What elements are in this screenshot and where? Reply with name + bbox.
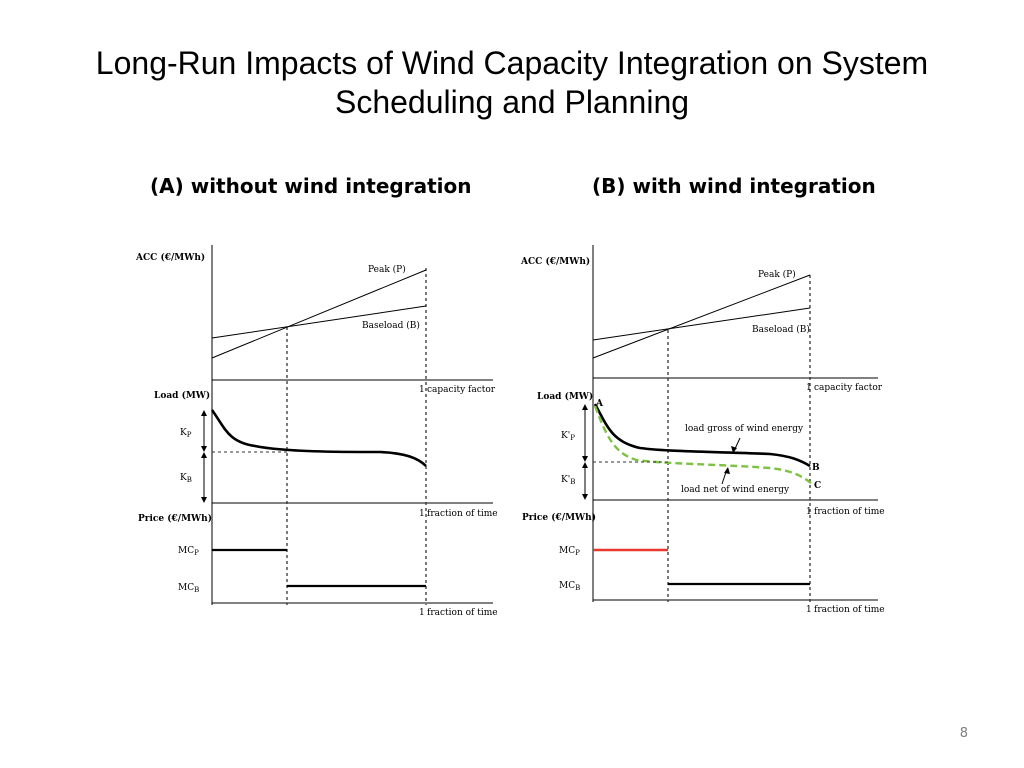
peak-cost-line	[592, 274, 811, 359]
one-fraction-bottom-label: 1	[806, 605, 812, 615]
fraction-of-time-label: fraction of time	[814, 507, 885, 517]
gross-callout-head	[731, 446, 737, 453]
kb-prime-label: K'B	[561, 475, 575, 486]
baseload-label: Baseload (B)	[752, 324, 810, 335]
baseload-cost-line	[592, 307, 811, 341]
fraction-of-time-bottom-label: fraction of time	[814, 605, 885, 615]
load-gross-curve	[593, 403, 811, 468]
one-capacity-label: 1	[806, 383, 812, 393]
point-a-label: A	[595, 399, 604, 409]
one-capacity-label: 1	[419, 385, 425, 395]
load-net-curve	[593, 405, 813, 485]
kb-arrow-up	[201, 452, 207, 458]
mcb-label: MCB	[178, 583, 199, 594]
mcb-label: MCB	[559, 581, 580, 592]
fraction-of-time-label: fraction of time	[427, 509, 498, 519]
point-c-label: C	[814, 481, 821, 491]
kb-arrow-up	[582, 462, 588, 468]
load-axis-label: Load (MW)	[154, 390, 210, 401]
peak-cost-line	[211, 269, 427, 359]
kb-arrow-down	[201, 497, 207, 503]
kp-arrow-up	[582, 404, 588, 410]
figure-without-wind: ACC (€/MWh) Peak (P) Baseload (B) 1 capa…	[135, 245, 498, 618]
baseload-cost-line	[211, 305, 427, 339]
panel-b-heading: (B) with wind integration	[592, 174, 876, 198]
figure-with-wind: ACC (€/MWh) Peak (P) Baseload (B) 1 capa…	[520, 245, 885, 615]
kp-arrow-down	[582, 456, 588, 462]
price-axis-label: Price (€/MWh)	[138, 513, 212, 524]
slide-title: Long-Run Impacts of Wind Capacity Integr…	[95, 45, 929, 120]
mcp-label: MCP	[178, 546, 199, 557]
one-fraction-bottom-label: 1	[419, 608, 425, 618]
kp-prime-label: K'P	[561, 431, 575, 442]
acc-axis-label: ACC (€/MWh)	[520, 256, 590, 267]
kp-arrow-down	[201, 446, 207, 452]
panel-a-heading: (A) without wind integration	[150, 174, 472, 198]
price-axis-label: Price (€/MWh)	[522, 512, 596, 523]
net-callout-head	[724, 467, 730, 474]
load-axis-label: Load (MW)	[537, 391, 593, 402]
peak-label: Peak (P)	[368, 264, 406, 275]
acc-axis-label: ACC (€/MWh)	[135, 252, 205, 263]
baseload-label: Baseload (B)	[362, 320, 420, 331]
load-net-label: load net of wind energy	[681, 485, 790, 495]
peak-label: Peak (P)	[758, 269, 796, 280]
kb-label: KB	[180, 473, 192, 484]
load-duration-curve	[210, 409, 427, 467]
point-b-label: B	[812, 463, 820, 473]
kp-arrow-up	[201, 410, 207, 416]
capacity-factor-label: capacity factor	[427, 385, 496, 395]
page-number: 8	[959, 726, 968, 741]
mcp-label: MCP	[559, 546, 580, 557]
fraction-of-time-bottom-label: fraction of time	[427, 608, 498, 618]
kp-label: KP	[180, 428, 192, 439]
one-fraction-label: 1	[419, 509, 425, 519]
capacity-factor-label: capacity factor	[814, 383, 883, 393]
load-gross-label: load gross of wind energy	[685, 424, 804, 434]
kb-arrow-down	[582, 494, 588, 500]
one-fraction-label: 1	[806, 507, 812, 517]
